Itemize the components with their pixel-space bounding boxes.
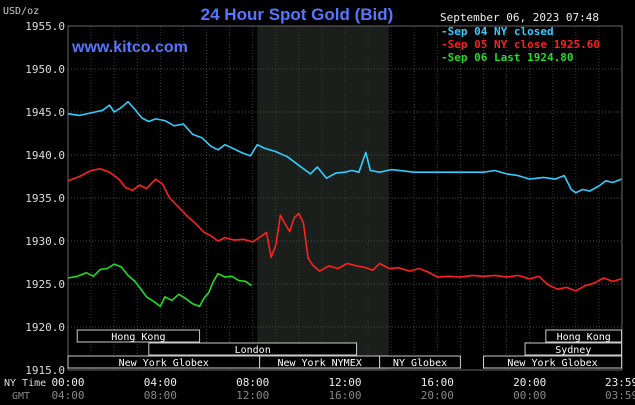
session-bar	[524, 342, 623, 356]
legend-entry-2: -Sep 05 NY close 1925.60	[441, 38, 600, 51]
session-bar-label: New York Globex	[119, 358, 209, 369]
legend-entry-1: -Sep 04 NY closed	[441, 25, 554, 38]
y-tick-label: 1950.0	[25, 63, 65, 76]
x-label-gmt: GMT	[12, 391, 30, 402]
session-bar	[76, 329, 201, 343]
series-layer	[67, 100, 622, 308]
x-tick-label-gmt: 03:59	[605, 389, 635, 402]
source-url: www.kitco.com	[71, 39, 188, 56]
y-tick-label: 1945.0	[25, 106, 65, 119]
chart-title: 24 Hour Spot Gold (Bid)	[201, 5, 394, 24]
x-tick-label-ny: 20:00	[513, 376, 546, 389]
y-tick-label: 1940.0	[25, 149, 65, 162]
session-bar-label: Hong Kong	[111, 332, 165, 343]
x-tick-label-gmt: 08:00	[144, 389, 177, 402]
timestamp: September 06, 2023 07:48	[440, 11, 599, 24]
session-bar-label: NY Globex	[393, 358, 447, 369]
y-tick-label: 1925.0	[25, 278, 65, 291]
y-tick-label: 1920.0	[25, 321, 65, 334]
y-tick-label: 1935.0	[25, 192, 65, 205]
x-tick-label-gmt: 04:00	[51, 389, 84, 402]
x-tick-label-gmt: 12:00	[236, 389, 269, 402]
session-bar-label: London	[235, 345, 271, 356]
x-tick-label-gmt: 00:00	[513, 389, 546, 402]
session-bar	[545, 329, 623, 343]
session-bars-layer: Hong Kong Hong Kong London Sydney New York G…	[67, 329, 623, 369]
session-bar	[379, 355, 461, 369]
x-label-ny: NY Time	[4, 378, 46, 389]
session-bar-label: New York NYMEX	[277, 358, 361, 369]
y-tick-label: 1930.0	[25, 235, 65, 248]
series-line-2	[67, 168, 622, 292]
x-tick-label-gmt: 16:00	[328, 389, 361, 402]
series-line-1	[67, 100, 622, 194]
x-tick-label-ny: 08:00	[236, 376, 269, 389]
y-unit-label: USD/oz	[3, 6, 39, 17]
legend: -Sep 04 NY closed-Sep 05 NY close 1925.6…	[441, 25, 600, 64]
session-bar	[148, 342, 358, 356]
y-tick-label: 1955.0	[25, 20, 65, 33]
axis-layer: 1955.0 1950.0 1945.0 1940.0 1935.0 1930.0 1925…	[25, 20, 635, 402]
session-bar-label: Hong Kong	[557, 332, 611, 343]
session-bar-label: Sydney	[555, 345, 591, 356]
session-bar	[483, 355, 623, 369]
x-tick-label-gmt: 20:00	[421, 389, 454, 402]
x-tick-label-ny: 00:00	[51, 376, 84, 389]
x-tick-label-ny: 16:00	[421, 376, 454, 389]
y-tick-label: 1915.0	[25, 364, 65, 377]
session-bar-label: New York Globex	[507, 358, 597, 369]
legend-entry-3: -Sep 06 Last 1924.80	[441, 51, 573, 64]
x-tick-label-ny: 04:00	[144, 376, 177, 389]
x-tick-label-ny: 12:00	[328, 376, 361, 389]
plot-frame	[67, 25, 623, 371]
x-tick-label-ny: 23:59	[605, 376, 635, 389]
series-line-3	[67, 263, 252, 308]
